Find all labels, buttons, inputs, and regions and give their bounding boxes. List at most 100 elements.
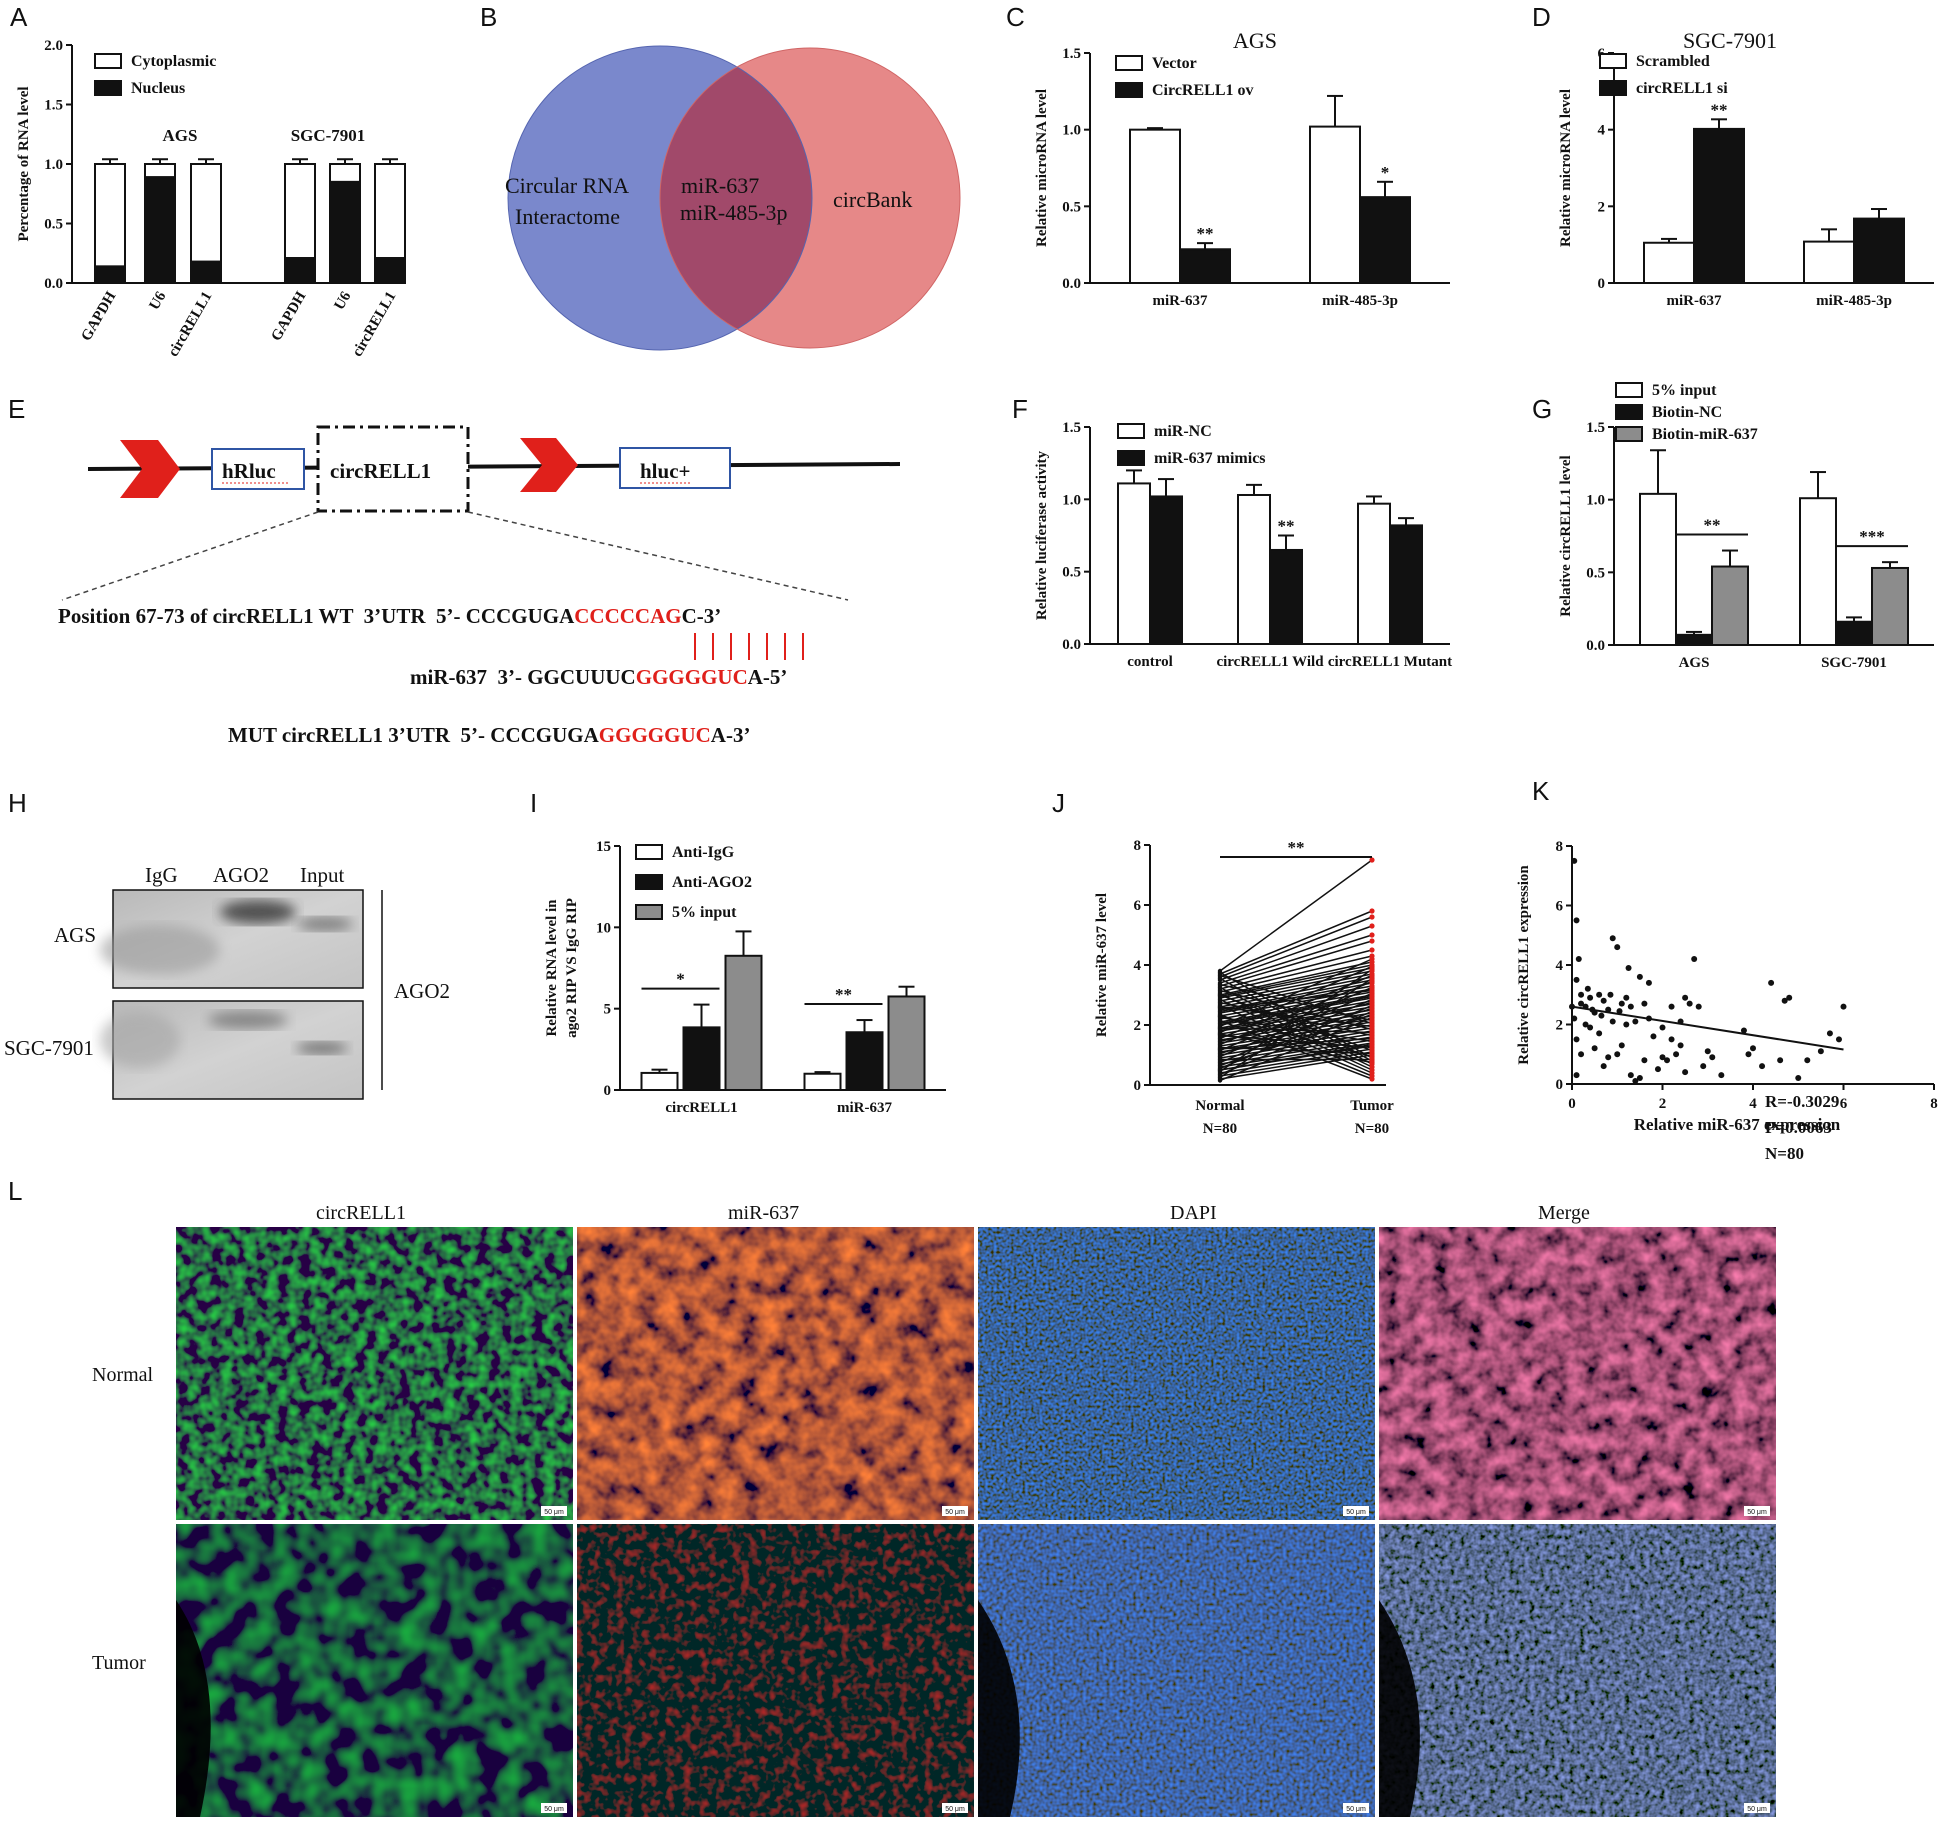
scale-bar-label: 50 μm <box>1346 1806 1366 1813</box>
micrograph-row-normal: Normal <box>92 1364 154 1386</box>
y-tick-label: 8 <box>1556 839 1564 855</box>
scale-bar-label: 50 μm <box>1747 1509 1767 1516</box>
bar-anti-ago2 <box>682 1026 721 1091</box>
point-normal <box>1217 992 1223 998</box>
protein-label-ago2: AGO2 <box>394 979 450 1003</box>
y-tick-label: 0 <box>1134 1078 1142 1094</box>
panel-label-d: D <box>1532 2 1551 32</box>
scatter-point <box>1709 1054 1716 1061</box>
x-category-label: miR-485-3p <box>1322 293 1398 309</box>
legend-swatch <box>1599 80 1627 96</box>
point-tumor <box>1369 938 1375 944</box>
paired-line <box>1219 934 1373 984</box>
stacked-bar-nucleus <box>329 180 361 285</box>
bar-scrambled <box>1803 240 1855 285</box>
panel-label-b: B <box>480 2 497 32</box>
scale-bar-box <box>1343 1803 1369 1813</box>
chart-j: 0 2 4 6 8 Relative miR-637 level ** Normal N=80 T… <box>1094 838 1394 1137</box>
legend-label: CircRELL1 ov <box>1152 82 1253 99</box>
point-normal <box>1217 1025 1223 1031</box>
legend-label: Cytoplasmic <box>131 53 216 70</box>
x-category-n: N=80 <box>1203 1121 1237 1137</box>
x-tick-label: 2 <box>1659 1096 1667 1112</box>
paired-line <box>1219 916 1373 978</box>
venn-overlap <box>660 48 812 348</box>
significance-stars: ** <box>1197 224 1214 243</box>
y-axis-label: Relative microRNA level <box>1558 89 1574 247</box>
scale-bar-label: 50 μm <box>544 1806 564 1813</box>
scale-bar-box <box>1744 1803 1770 1813</box>
scatter-point <box>1786 994 1793 1001</box>
point-tumor <box>1369 932 1375 938</box>
panel-label-a: A <box>10 2 28 32</box>
bar-mir-nc <box>1237 493 1271 646</box>
legend-label: miR-637 mimics <box>1154 450 1266 467</box>
scatter-point <box>1578 1051 1585 1058</box>
y-tick-label: 1.0 <box>1586 493 1605 509</box>
stacked-bar-nucleus <box>144 176 176 284</box>
significance-stars: * <box>1381 163 1390 182</box>
y-axis-label: Relative luciferase activity <box>1034 450 1050 620</box>
legend-swatch <box>1615 426 1643 442</box>
paired-line <box>1219 940 1373 987</box>
hluc-box <box>619 447 731 489</box>
scatter-point <box>1704 1048 1711 1055</box>
venn-overlap-label-2: miR-485-3p <box>680 200 788 225</box>
x-category-label: GAPDH <box>269 289 310 344</box>
chart-g: 0.0 0.5 1.0 1.5 Relative circRELL1 level ** AG… <box>1558 382 1934 671</box>
x-category-label: miR-637 <box>1667 293 1722 309</box>
point-tumor <box>1369 1076 1375 1082</box>
scatter-point <box>1627 1003 1634 1010</box>
x-category-label: AGS <box>1679 655 1710 671</box>
scale-bar-label: 50 μm <box>945 1509 965 1516</box>
bar-5-input <box>887 995 926 1092</box>
scale-bar-label: 50 μm <box>544 1509 564 1516</box>
paired-line <box>1219 994 1373 1052</box>
bar-5-input <box>1799 497 1837 647</box>
legend-label: miR-NC <box>1154 423 1212 440</box>
venn-left-label-2: Interactome <box>515 204 620 229</box>
scatter-point <box>1587 994 1594 1001</box>
promoter-arrow-2 <box>520 438 578 492</box>
scatter-point <box>1677 1042 1684 1049</box>
point-tumor <box>1369 966 1375 973</box>
x-category-label: U6 <box>331 289 354 313</box>
paired-line <box>1219 970 1373 1002</box>
y-tick-label: 4 <box>1598 123 1606 139</box>
significance-stars: ** <box>1704 516 1721 535</box>
scatter-point <box>1571 1015 1578 1022</box>
scatter-point <box>1840 1003 1847 1010</box>
paired-line <box>1219 973 1373 1005</box>
y-axis-label: Relative miR-637 level <box>1094 893 1110 1037</box>
scatter-point <box>1700 1063 1707 1070</box>
point-tumor <box>1369 1017 1375 1024</box>
paired-line <box>1219 980 1373 1046</box>
bar-vector <box>1309 125 1361 284</box>
scatter-point <box>1623 994 1630 1001</box>
scatter-point <box>1668 1036 1675 1043</box>
y-tick-label: 1.5 <box>1062 420 1081 436</box>
y-tick-label: 0.5 <box>1586 565 1605 581</box>
y-tick-label: 0 <box>1598 276 1606 292</box>
significance-stars: ** <box>1711 100 1728 119</box>
scatter-point <box>1641 1057 1648 1064</box>
scatter-point <box>1664 1057 1671 1064</box>
scatter-point <box>1596 991 1603 998</box>
pairing-lines <box>694 633 804 660</box>
legend-swatch <box>1599 53 1627 69</box>
scatter-point <box>1777 1057 1784 1064</box>
reporter-construct: hRluc circRELL1 hluc+ <box>61 425 901 601</box>
scatter-point <box>1650 1033 1657 1040</box>
x-category-label: circRELL1 Wild <box>1216 654 1324 670</box>
y-tick-label: 1.5 <box>44 98 63 114</box>
point-normal <box>1217 1013 1223 1019</box>
legend-label: Anti-AGO2 <box>672 874 752 891</box>
y-tick-label: 1.5 <box>1586 420 1605 436</box>
point-tumor <box>1369 1011 1375 1018</box>
scatter-point <box>1795 1075 1802 1082</box>
scatter-point <box>1682 1069 1689 1076</box>
promoter-arrow-1 <box>120 440 180 498</box>
bar-anti-igg <box>803 1072 842 1091</box>
scale-bar-box <box>942 1803 968 1813</box>
scatter-point <box>1632 1078 1639 1085</box>
